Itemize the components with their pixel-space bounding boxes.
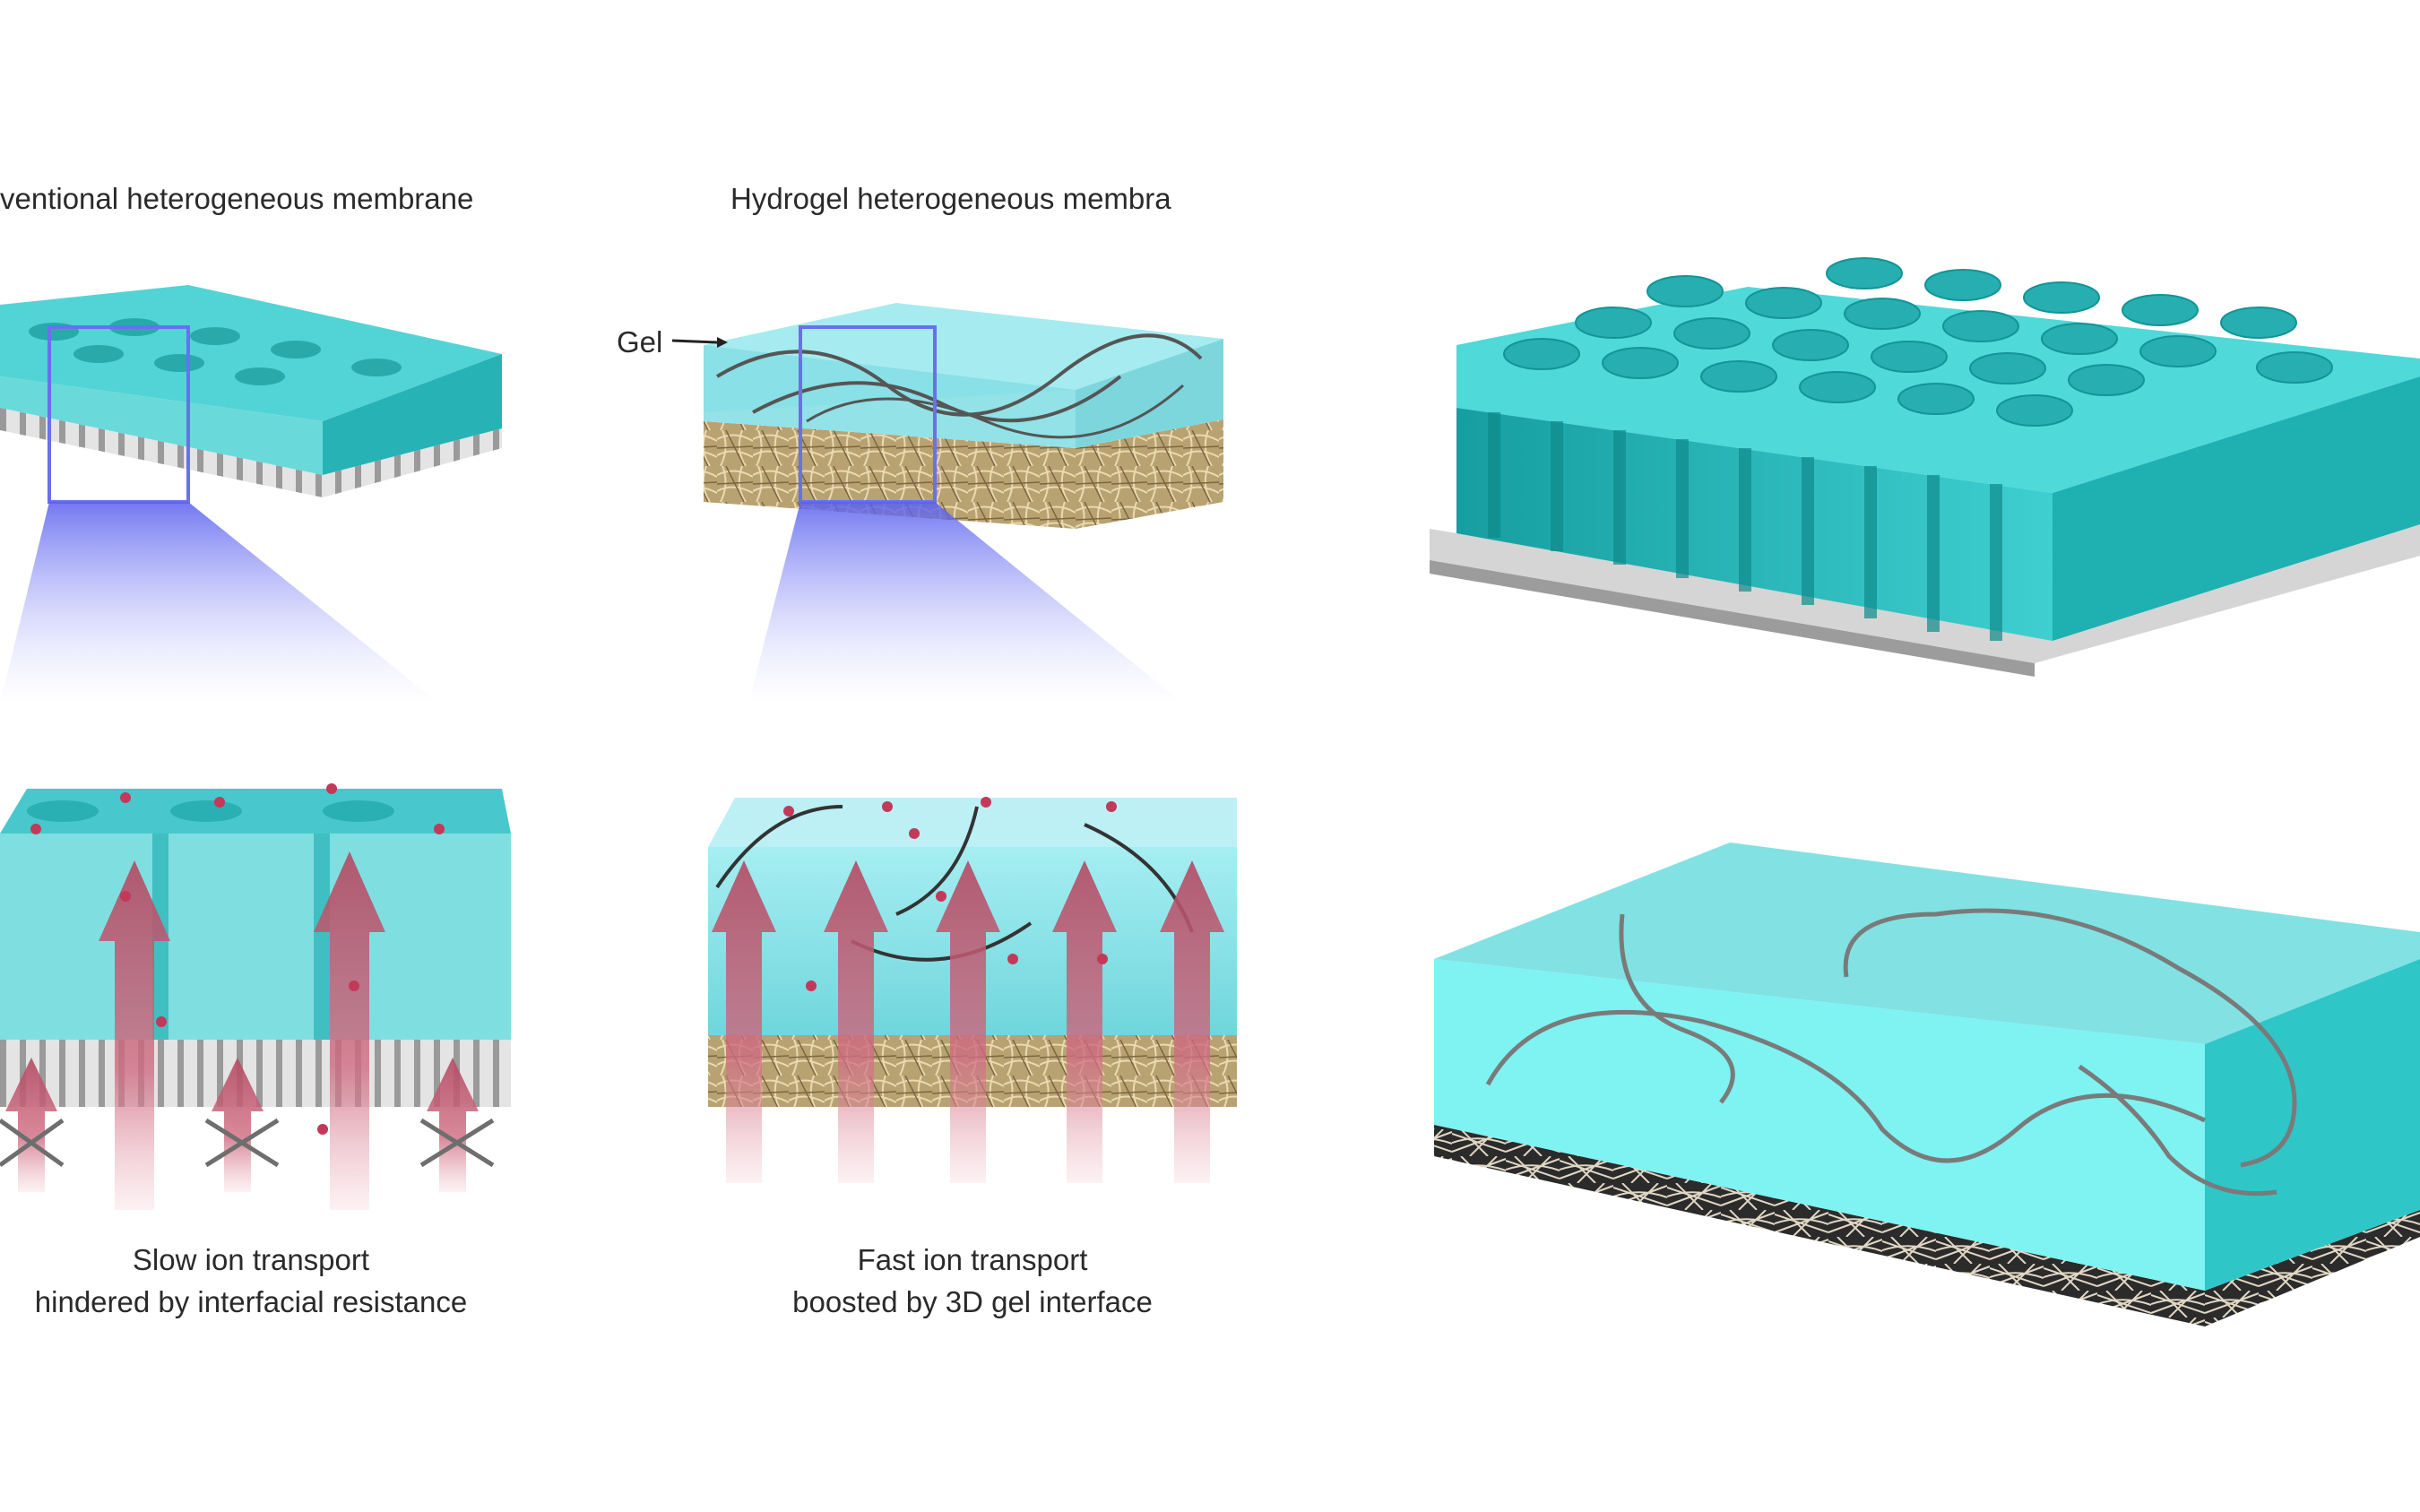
porous-membrane-3d: [1430, 257, 2420, 677]
fast-transport-detail: [708, 797, 1237, 1183]
slow-transport-caption: Slow ion transport hindered by interfaci…: [0, 1239, 502, 1323]
hydrogel-membrane-overview: [671, 303, 1223, 704]
slow-caption-line-1: Slow ion transport: [132, 1243, 370, 1276]
conventional-membrane-overview: [0, 285, 502, 704]
hydrogel-membrane-title: Hydrogel heterogeneous membra: [730, 182, 1171, 215]
gel-label: Gel: [617, 325, 663, 359]
slow-caption-line-2: hindered by interfacial resistance: [34, 1285, 468, 1318]
fast-transport-caption: Fast ion transport boosted by 3D gel int…: [735, 1239, 1210, 1323]
conventional-membrane-title: ventional heterogeneous membrane: [0, 182, 474, 215]
hydrogel-membrane-3d: [1434, 842, 2420, 1326]
fast-caption-line-2: boosted by 3D gel interface: [792, 1285, 1153, 1318]
fast-caption-line-1: Fast ion transport: [857, 1243, 1088, 1276]
slow-transport-detail: [0, 783, 511, 1210]
